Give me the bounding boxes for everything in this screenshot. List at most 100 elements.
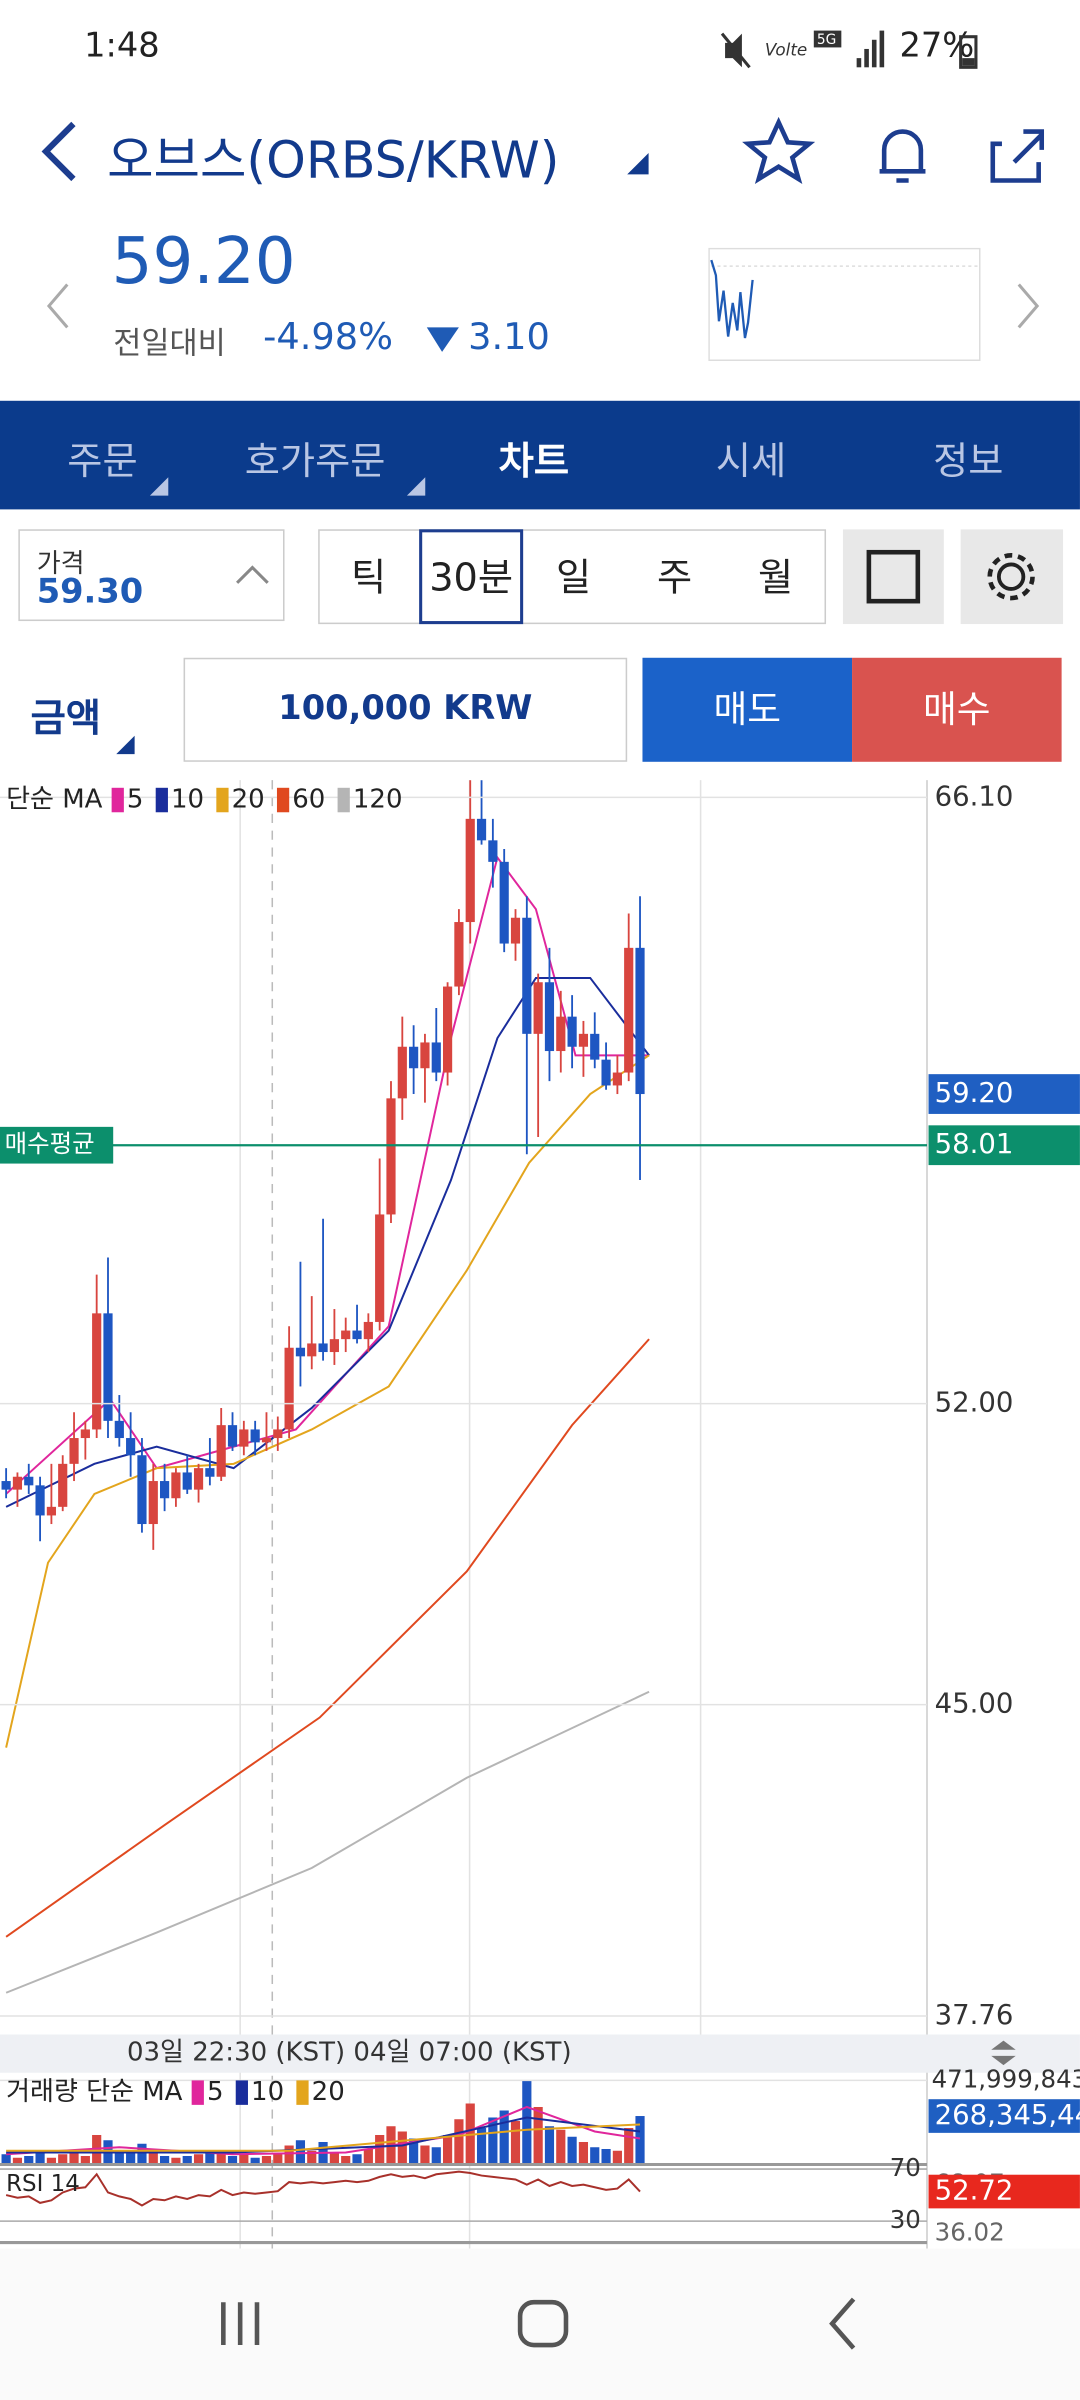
- header-icons[interactable]: [742, 116, 1063, 192]
- price-input[interactable]: [18, 529, 285, 622]
- candle-body: [114, 1420, 124, 1439]
- candle-body: [250, 1429, 260, 1443]
- legend-entry: 60: [292, 785, 325, 815]
- ma-line: [5, 976, 650, 1508]
- volume-bar: [341, 2155, 351, 2163]
- volume-bar: [24, 2155, 34, 2163]
- legend-entry: 20: [312, 2077, 345, 2107]
- legend-entry: 10: [251, 2077, 284, 2107]
- legend-label: RSI 14: [6, 2171, 80, 2197]
- marker-label: 268,345,443: [935, 2099, 1080, 2131]
- sell-button[interactable]: 매도: [642, 657, 853, 762]
- interval[interactable]: 30분: [429, 555, 514, 600]
- marker-box: [928, 1074, 1080, 1114]
- candle-body: [578, 1033, 589, 1047]
- interval[interactable]: 주: [656, 555, 693, 600]
- candle-body: [295, 1347, 306, 1357]
- volume-bar: [239, 2154, 249, 2163]
- volume-bar: [488, 2117, 498, 2163]
- title-dropdown[interactable]: [624, 147, 655, 178]
- candle-body: [420, 1042, 430, 1069]
- volume-bar: [250, 2157, 260, 2163]
- buy-button[interactable]: 매수: [852, 657, 1062, 762]
- ma-line: [5, 1054, 650, 1748]
- legend-swatch: [111, 787, 124, 813]
- volume-bar: [409, 2138, 419, 2163]
- title[interactable]: 오브스(ORBS/KRW): [107, 130, 560, 190]
- back-button[interactable]: [31, 115, 92, 191]
- legend-swatch: [276, 787, 290, 813]
- candle-body: [80, 1429, 90, 1439]
- change-label: 전일대비: [113, 324, 226, 362]
- y-tick-label: 66.10: [935, 780, 1014, 812]
- interval-selected: [419, 529, 524, 625]
- price-value: 59.30: [36, 573, 144, 612]
- candle-body: [409, 1046, 419, 1069]
- volume-bar: [375, 2134, 385, 2163]
- tab[interactable]: 정보: [933, 439, 1004, 484]
- candle-body: [137, 1455, 147, 1525]
- volume-bar: [46, 2157, 56, 2163]
- interval-group: [318, 529, 827, 625]
- ma-line: [6, 2123, 641, 2152]
- chart-buttons[interactable]: [842, 529, 1064, 625]
- volume-bar: [114, 2152, 124, 2163]
- volume-bar: [601, 2148, 611, 2163]
- status-icons: Volte 5G: [720, 30, 978, 69]
- volume-bar: [273, 2154, 283, 2163]
- candle-body: [35, 1485, 45, 1516]
- marker-label: 58.01: [935, 1128, 1014, 1160]
- volume-bar: [193, 2154, 204, 2163]
- volume-bar: [69, 2150, 79, 2163]
- interval[interactable]: 월: [757, 555, 794, 600]
- legend-label: 거래량 단순 MA: [6, 2077, 183, 2107]
- tab-markers: [149, 477, 426, 496]
- candle-body: [635, 947, 645, 1095]
- candle-body: [601, 1059, 611, 1086]
- interval[interactable]: 일: [556, 555, 592, 600]
- prev-arrow[interactable]: [43, 278, 77, 333]
- y-tick-label: 30: [890, 2205, 921, 2234]
- nav-buttons[interactable]: [199, 2287, 887, 2363]
- amount-caret[interactable]: [116, 734, 137, 755]
- legend-entry: 10: [171, 785, 204, 815]
- volume-bar: [431, 2147, 441, 2163]
- candle-body: [318, 1343, 328, 1353]
- next-arrow[interactable]: [1010, 278, 1044, 333]
- interval[interactable]: 틱: [351, 555, 387, 600]
- candle-body: [92, 1313, 102, 1430]
- amount-input[interactable]: 100,000 KRW: [183, 657, 628, 762]
- tab[interactable]: 시세: [715, 439, 787, 484]
- volume-bar: [522, 2080, 532, 2163]
- candle-body: [443, 986, 453, 1073]
- marker-label: 59.20: [935, 1077, 1014, 1109]
- volume-bar: [329, 2152, 339, 2163]
- tab[interactable]: 주문: [67, 439, 138, 484]
- marker-name-bg: [0, 1126, 114, 1164]
- volume-bar: [148, 2152, 158, 2163]
- legend-entry: 120: [353, 785, 403, 815]
- tab[interactable]: 호가주문: [244, 439, 386, 484]
- candle-body: [397, 1046, 407, 1099]
- ma-line: [5, 1690, 650, 1994]
- volume-bar: [352, 2154, 362, 2163]
- candle-body: [567, 1016, 577, 1047]
- tab-bar: [0, 400, 1080, 510]
- legend-entry: 5: [127, 785, 144, 815]
- volume-bar: [567, 2136, 577, 2163]
- marker-box: [928, 2174, 1080, 2209]
- candle-body: [476, 818, 487, 841]
- y-tick-label: 45.00: [935, 1688, 1014, 1720]
- volume-bar: [544, 2126, 555, 2163]
- tab-active[interactable]: 차트: [498, 439, 570, 484]
- candle-body: [341, 1330, 351, 1340]
- rsi-line: [5, 2170, 641, 2207]
- panel: [0, 2168, 927, 2222]
- marker-box: [928, 1125, 1080, 1166]
- marker-label: 52.72: [935, 2175, 1014, 2207]
- x-axis-label: 03일 22:30 (KST) 04일 07:00 (KST): [127, 2037, 572, 2067]
- price-caret[interactable]: [233, 563, 273, 587]
- candle-body: [431, 1042, 441, 1073]
